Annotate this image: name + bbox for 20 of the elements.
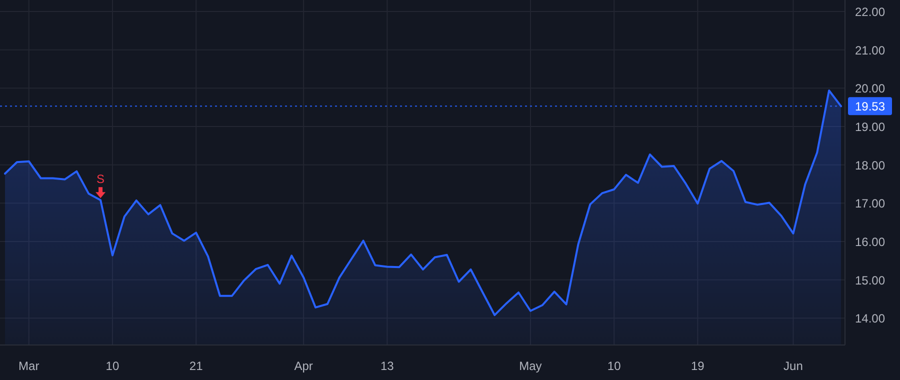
- ref-line-label: 19.53: [854, 100, 886, 114]
- x-tick-label: May: [519, 359, 542, 373]
- y-tick-label: 18.00: [854, 158, 886, 172]
- x-tick-label: 10: [106, 359, 120, 373]
- y-tick-label: 15.00: [854, 273, 886, 288]
- y-tick-label: 16.00: [854, 235, 886, 249]
- y-tick-label: 20.00: [854, 82, 886, 96]
- y-tick-label: 22.00: [854, 5, 886, 19]
- y-tick-label: 17.00: [854, 196, 886, 211]
- x-tick-label: 10: [607, 359, 622, 373]
- x-tick-label: Apr: [294, 359, 313, 373]
- y-tick-label: 19.00: [854, 120, 886, 134]
- x-tick-label: Mar: [18, 359, 40, 373]
- x-tick-label: 13: [380, 359, 394, 373]
- annotation: S: [96, 172, 105, 186]
- y-tick-label: 14.00: [854, 312, 886, 326]
- x-tick-label: 19: [691, 359, 705, 373]
- y-tick-label: 21.00: [854, 43, 886, 58]
- x-tick-label: 21: [189, 359, 204, 373]
- x-tick-label: Jun: [784, 359, 803, 373]
